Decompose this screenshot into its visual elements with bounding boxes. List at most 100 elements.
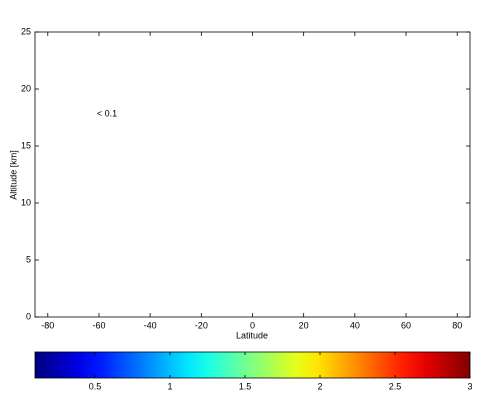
field-cell [265, 231, 292, 261]
field-cell [86, 203, 113, 232]
field-cell [265, 117, 292, 147]
field-cell [111, 203, 138, 232]
field-cell [316, 146, 343, 175]
x-tick-label: 80 [452, 320, 462, 330]
field-cell [342, 203, 369, 232]
y-axis-label: Altitude [km] [8, 150, 18, 200]
field-cell [214, 231, 241, 261]
field-cell [393, 174, 420, 204]
field-area [35, 93, 470, 317]
field-cell [188, 174, 215, 204]
field-cell [60, 288, 87, 317]
field-cell [35, 231, 62, 261]
field-cell [290, 93, 317, 118]
field-cell [444, 146, 470, 175]
field-cell [137, 288, 164, 317]
field-cell [316, 174, 343, 204]
field-cell [60, 203, 87, 232]
x-tick-label: 20 [299, 320, 309, 330]
field-cell [290, 174, 317, 204]
colorbar-tick-label: 1 [167, 381, 172, 391]
field-cell [367, 288, 394, 317]
field-cell [137, 260, 164, 289]
field-cell [265, 260, 292, 289]
field-cell [86, 260, 113, 289]
x-tick-label: 0 [250, 320, 255, 330]
x-tick-label: 60 [401, 320, 411, 330]
field-cell [367, 146, 394, 175]
colorbar-tick-label: 2 [317, 381, 322, 391]
field-cell [342, 288, 369, 317]
field-cell [162, 203, 190, 232]
field-cell [418, 146, 445, 175]
field-cell [214, 146, 241, 175]
field-cell [239, 203, 266, 232]
field-cell [188, 146, 215, 175]
field-cell [111, 260, 138, 289]
field-cell [265, 203, 292, 232]
field-cell [316, 117, 343, 147]
x-axis-label: Latitude [236, 330, 268, 340]
y-tick-label: 0 [26, 311, 31, 321]
x-tick-label: -20 [195, 320, 208, 330]
field-cell [367, 117, 394, 147]
field-cell [367, 260, 394, 289]
field-cell [188, 288, 215, 317]
field-cell [86, 288, 113, 317]
field-cell [214, 174, 241, 204]
field-cell [342, 174, 369, 204]
field-cell [188, 203, 215, 232]
field-cell [35, 203, 62, 232]
field-cell [316, 260, 343, 289]
field-cell [393, 260, 420, 289]
field-cell [393, 231, 420, 261]
field-cell [418, 231, 445, 261]
y-tick-label: 5 [26, 254, 31, 264]
field-cell [418, 288, 445, 317]
field-cell [290, 260, 317, 289]
field-cell [393, 146, 420, 175]
colorbar-tick-label: 3 [467, 381, 472, 391]
field-cell [418, 203, 445, 232]
field-cell [290, 117, 317, 147]
annotation: < 0.1 [97, 108, 117, 118]
colorbar-tick-label: 2.5 [389, 381, 402, 391]
field-cell [265, 288, 292, 317]
field-cell [316, 231, 343, 261]
field-cell [393, 288, 420, 317]
field-cell [239, 174, 266, 204]
field-cell [342, 146, 369, 175]
field-cell [239, 288, 266, 317]
field-cell [393, 203, 420, 232]
field-cell [290, 288, 317, 317]
colorbar-tick-label: 0.5 [89, 381, 102, 391]
field-cell [188, 231, 215, 261]
field-cell [342, 117, 369, 147]
field-cell [342, 231, 369, 261]
field-cell [239, 117, 266, 147]
field-cell [265, 146, 292, 175]
field-cell [86, 231, 113, 261]
field-cell [188, 260, 215, 289]
field-cell [137, 203, 164, 232]
x-tick-label: -80 [41, 320, 54, 330]
field-cell [239, 260, 266, 289]
y-tick-label: 10 [21, 197, 31, 207]
field-cell [162, 231, 190, 261]
field-cell [239, 146, 266, 175]
x-tick-label: -40 [144, 320, 157, 330]
x-tick-label: 40 [350, 320, 360, 330]
y-tick-label: 25 [21, 26, 31, 36]
field-cell [265, 174, 292, 204]
field-cell [444, 288, 470, 317]
field-cell [111, 288, 138, 317]
field-cell [444, 174, 470, 204]
field-cell [290, 146, 317, 175]
field-cell [214, 203, 241, 232]
field-cells [35, 93, 470, 317]
field-cell [35, 260, 62, 289]
field-cell [444, 203, 470, 232]
field-cell [162, 288, 190, 317]
field-cell [137, 231, 164, 261]
